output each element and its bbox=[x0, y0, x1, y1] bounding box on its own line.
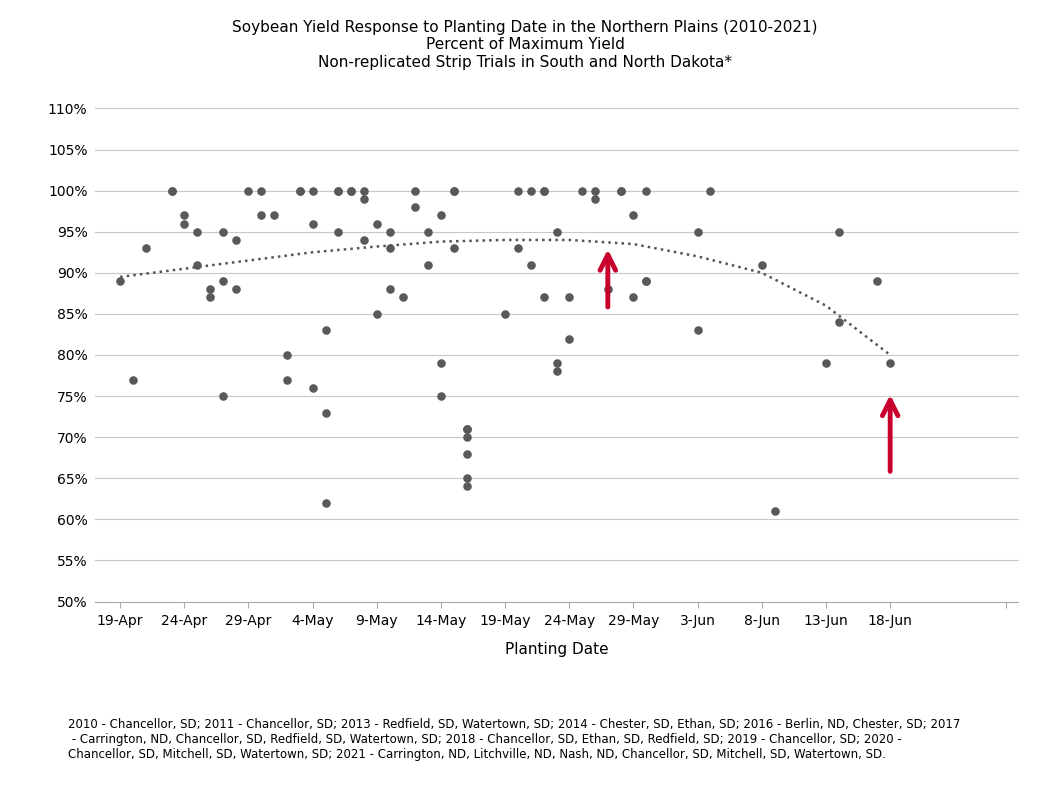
Point bbox=[625, 209, 642, 221]
Point bbox=[458, 423, 475, 435]
Point bbox=[536, 184, 552, 197]
Point bbox=[125, 373, 142, 386]
Point bbox=[869, 274, 886, 287]
Point bbox=[304, 217, 321, 230]
Point bbox=[356, 184, 373, 197]
Point bbox=[330, 184, 346, 197]
Point bbox=[561, 332, 578, 345]
Point bbox=[600, 283, 616, 296]
Point bbox=[278, 373, 295, 386]
Point bbox=[214, 390, 231, 403]
Point bbox=[433, 390, 449, 403]
Point bbox=[458, 423, 475, 435]
Point bbox=[497, 307, 513, 320]
Point bbox=[754, 258, 771, 271]
Point bbox=[536, 291, 552, 304]
Point bbox=[702, 184, 719, 197]
Point bbox=[342, 184, 359, 197]
Point bbox=[240, 184, 257, 197]
Point bbox=[304, 382, 321, 395]
Point bbox=[458, 431, 475, 444]
Point bbox=[458, 448, 475, 460]
Point bbox=[433, 357, 449, 370]
Point bbox=[330, 225, 346, 238]
Point bbox=[561, 291, 578, 304]
Point bbox=[214, 225, 231, 238]
Point bbox=[202, 283, 218, 296]
Point bbox=[445, 184, 462, 197]
Point bbox=[612, 184, 629, 197]
Point bbox=[189, 225, 206, 238]
Point bbox=[407, 200, 424, 213]
Point bbox=[407, 184, 424, 197]
Point bbox=[342, 184, 359, 197]
Text: 2010 - Chancellor, SD; 2011 - Chancellor, SD; 2013 - Redfield, SD, Watertown, SD: 2010 - Chancellor, SD; 2011 - Chancellor… bbox=[68, 718, 961, 761]
Point bbox=[587, 192, 604, 205]
Point bbox=[689, 225, 706, 238]
Point bbox=[689, 324, 706, 337]
Point bbox=[458, 472, 475, 484]
Point bbox=[176, 209, 193, 221]
X-axis label: Planting Date: Planting Date bbox=[505, 642, 608, 657]
Point bbox=[304, 184, 321, 197]
Point bbox=[381, 225, 398, 238]
Point bbox=[831, 316, 847, 329]
Point bbox=[509, 184, 526, 197]
Text: Soybean Yield Response to Planting Date in the Northern Plains (2010-2021)
Perce: Soybean Yield Response to Planting Date … bbox=[232, 20, 818, 70]
Point bbox=[420, 258, 437, 271]
Point bbox=[253, 209, 270, 221]
Point bbox=[548, 225, 565, 238]
Point bbox=[638, 184, 655, 197]
Point bbox=[278, 349, 295, 362]
Point bbox=[266, 209, 282, 221]
Point bbox=[638, 274, 655, 287]
Point bbox=[381, 283, 398, 296]
Point bbox=[138, 241, 154, 254]
Point bbox=[394, 291, 411, 304]
Point bbox=[189, 258, 206, 271]
Point bbox=[227, 233, 244, 246]
Point bbox=[831, 225, 847, 238]
Point bbox=[509, 241, 526, 254]
Point bbox=[523, 258, 540, 271]
Point bbox=[445, 184, 462, 197]
Point bbox=[330, 184, 346, 197]
Point bbox=[111, 274, 128, 287]
Point bbox=[317, 406, 334, 419]
Point bbox=[227, 283, 244, 296]
Point bbox=[253, 184, 270, 197]
Point bbox=[317, 324, 334, 337]
Point bbox=[536, 184, 552, 197]
Point bbox=[523, 184, 540, 197]
Point bbox=[445, 241, 462, 254]
Point bbox=[548, 365, 565, 378]
Point bbox=[381, 241, 398, 254]
Point bbox=[612, 184, 629, 197]
Point bbox=[202, 291, 218, 304]
Point bbox=[292, 184, 309, 197]
Point bbox=[369, 307, 385, 320]
Point bbox=[818, 357, 835, 370]
Point bbox=[625, 291, 642, 304]
Point bbox=[163, 184, 180, 197]
Point bbox=[882, 357, 899, 370]
Point bbox=[176, 217, 193, 230]
Point bbox=[214, 274, 231, 287]
Point bbox=[458, 480, 475, 493]
Point bbox=[356, 233, 373, 246]
Point bbox=[356, 192, 373, 205]
Point bbox=[433, 209, 449, 221]
Point bbox=[587, 184, 604, 197]
Point bbox=[420, 225, 437, 238]
Point bbox=[573, 184, 590, 197]
Point bbox=[163, 184, 180, 197]
Point bbox=[292, 184, 309, 197]
Point bbox=[766, 504, 783, 517]
Point bbox=[548, 357, 565, 370]
Point bbox=[638, 274, 655, 287]
Point bbox=[369, 217, 385, 230]
Point bbox=[317, 496, 334, 509]
